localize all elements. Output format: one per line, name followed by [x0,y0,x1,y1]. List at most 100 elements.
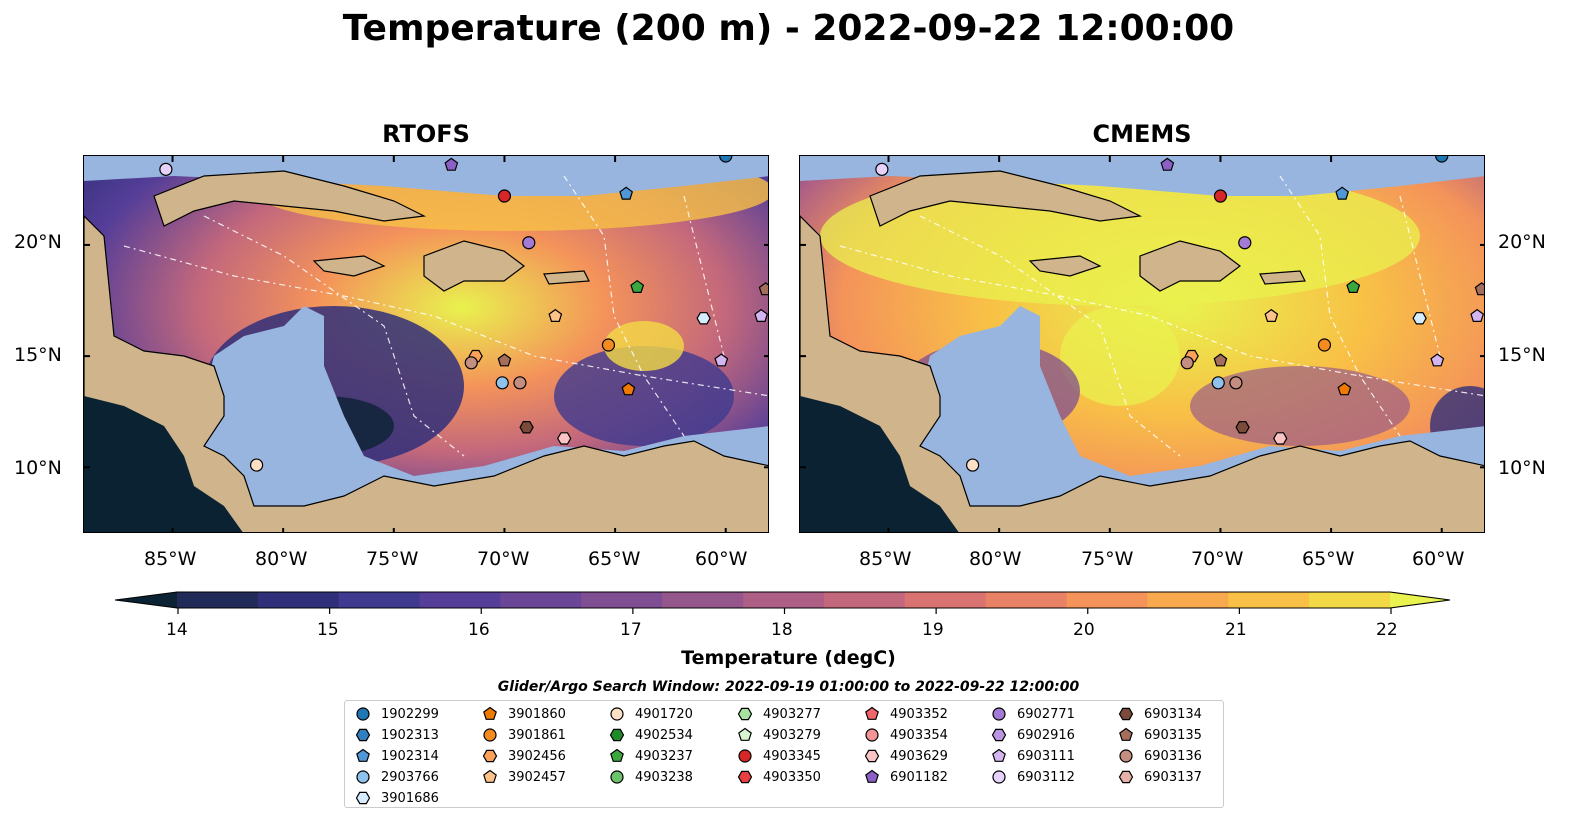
float-marker-4903237 [630,279,645,293]
float-marker-6903112 [875,162,889,176]
legend-item: 3902457 [482,767,566,787]
float-marker-3901861 [601,338,616,352]
float-marker-1902299 [1435,156,1449,163]
legend-marker-icon [992,770,1006,784]
float-marker-2903766 [495,376,509,390]
colorbar-extend-min [115,592,177,608]
legend-marker-icon [356,770,370,784]
float-marker-6903136 [513,376,527,390]
island-puerto-rico [1259,270,1306,285]
float-marker-6902771 [522,236,536,250]
pacific-ocean [800,396,959,532]
legend-item: 4903345 [737,746,821,766]
legend-marker-icon [992,707,1006,721]
legend-label: 4903352 [890,706,948,722]
land [800,215,1484,532]
float-marker-6903134 [1235,421,1250,434]
eez-boundary [1279,175,1401,437]
colorbar-segment [1147,592,1229,608]
eez-boundary [683,195,725,357]
legend-label: 3901860 [508,706,566,722]
legend-marker-icon [737,707,753,721]
legend-label: 2903766 [381,769,439,785]
legend-marker-icon [991,728,1007,742]
legend-item: 4903350 [737,767,821,787]
legend-marker-icon [738,749,752,763]
float-marker-1902314 [619,186,634,200]
island-hispaniola [423,240,525,292]
y-tick-label: 10°N [1498,457,1546,479]
colorbar-segment [581,592,663,608]
legend-marker-icon [356,707,370,721]
float-marker-6903111 [1470,308,1484,322]
x-tick-label: 85°W [859,548,912,570]
legend-marker-icon [1118,770,1134,784]
float-marker-3901860 [1337,382,1352,396]
y-tick-label: 20°N [14,231,62,253]
legend-item: 4903352 [864,704,948,724]
float-marker-4903237 [1346,279,1361,293]
float-marker-6903111 [754,308,768,322]
legend-marker-icon [482,749,498,763]
legend-label: 3902457 [508,769,566,785]
float-marker-4901720 [966,458,980,472]
x-tick-label: 65°W [1302,548,1355,570]
colorbar-segment [177,592,259,608]
float-marker-6903135 [1213,353,1228,367]
legend-item: 6903134 [1118,704,1202,724]
legend-label: 6903111 [1017,748,1075,764]
legend-label: 3902456 [508,748,566,764]
float-marker-6903136 [464,356,478,370]
map-panel-rtofs [83,155,769,533]
colorbar-label: Temperature (degC) [681,647,896,669]
legend-item: 3901860 [482,704,566,724]
legend-label: 6903134 [1144,706,1202,722]
float-marker-2903766 [1211,376,1225,390]
colorbar-segment [1066,592,1148,608]
island-cuba [153,170,427,227]
colorbar-segment [257,592,340,608]
legend-item: 6903136 [1118,746,1202,766]
float-marker-4901720 [250,458,264,472]
y-tick-label: 15°N [1498,344,1546,366]
legend-item: 3902456 [482,746,566,766]
legend-label: 1902314 [381,748,439,764]
legend-label: 4903345 [763,748,821,764]
float-marker-6903135 [1474,282,1484,296]
legend-item: 6903135 [1118,725,1202,745]
continental-shelf [84,156,768,196]
legend-label: 6902771 [1017,706,1075,722]
legend-label: 6901182 [890,769,948,785]
legend-item: 2903766 [355,767,439,787]
legend-item: 6902916 [991,725,1075,745]
float-marker-3902457 [548,308,563,322]
cold-region [1190,366,1410,446]
island-puerto-rico [543,270,590,285]
legend-item: 4901720 [609,704,693,724]
colorbar-segment [743,592,825,608]
colorbar-segment [904,592,987,608]
legend-item: 3901861 [482,725,566,745]
land [84,215,768,532]
legend-item: 4903279 [737,725,821,745]
legend-marker-icon [737,770,753,784]
legend-marker-icon [992,748,1006,762]
legend-item: 1902314 [355,746,439,766]
legend-label: 3901686 [381,790,439,806]
colorbar-segment [662,592,744,608]
x-tick-label: 65°W [588,548,641,570]
x-tick-label: 75°W [366,548,419,570]
float-marker-1902314 [1335,186,1350,200]
x-tick-label: 75°W [1081,548,1134,570]
eez-boundary [839,245,1484,397]
legend-label: 1902313 [381,727,439,743]
legend-label: 6903137 [1144,769,1202,785]
colorbar-extend-max [1390,592,1450,608]
legend-marker-icon [355,791,371,805]
float-marker-6903111 [714,353,729,367]
x-tick-label: 80°W [255,548,308,570]
legend-item: 6903137 [1118,767,1202,787]
legend-label: 6902916 [1017,727,1075,743]
float-marker-6903134 [519,421,534,434]
legend-item: 6901182 [864,767,948,787]
